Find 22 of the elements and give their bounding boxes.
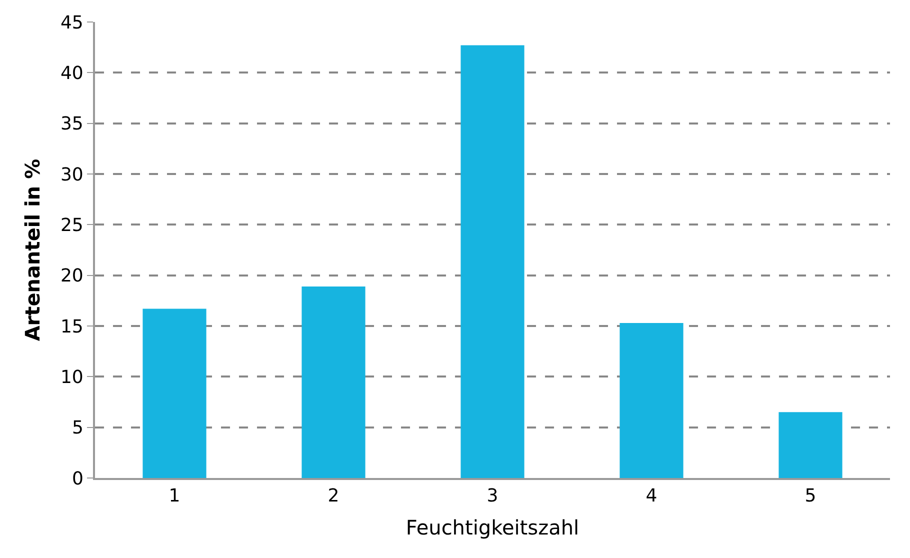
x-tick-label: 2 [328,486,340,507]
bar [142,308,206,478]
x-tick-label: 5 [804,486,816,507]
y-tick-label: 40 [60,62,84,84]
y-tick-label: 10 [60,366,84,388]
y-tick-label: 20 [60,266,84,287]
y-tick-label: 35 [60,114,84,135]
y-tick-label: 5 [72,418,84,439]
bar [620,322,684,478]
y-tick-label: 0 [72,468,84,490]
y-axis-title: Artenanteil in % [20,158,44,342]
bar [302,286,366,478]
bar [778,412,842,478]
x-tick-label: 3 [486,486,498,507]
x-axis-title: Feuchtigkeitszahl [406,516,580,540]
y-tick-label: 25 [60,214,84,236]
x-tick-label: 4 [646,486,658,507]
y-tick-label: 45 [60,12,84,34]
bar [460,45,524,478]
y-tick-label: 30 [60,164,84,186]
y-tick-label: 15 [60,316,84,338]
x-tick-label: 1 [168,486,180,507]
